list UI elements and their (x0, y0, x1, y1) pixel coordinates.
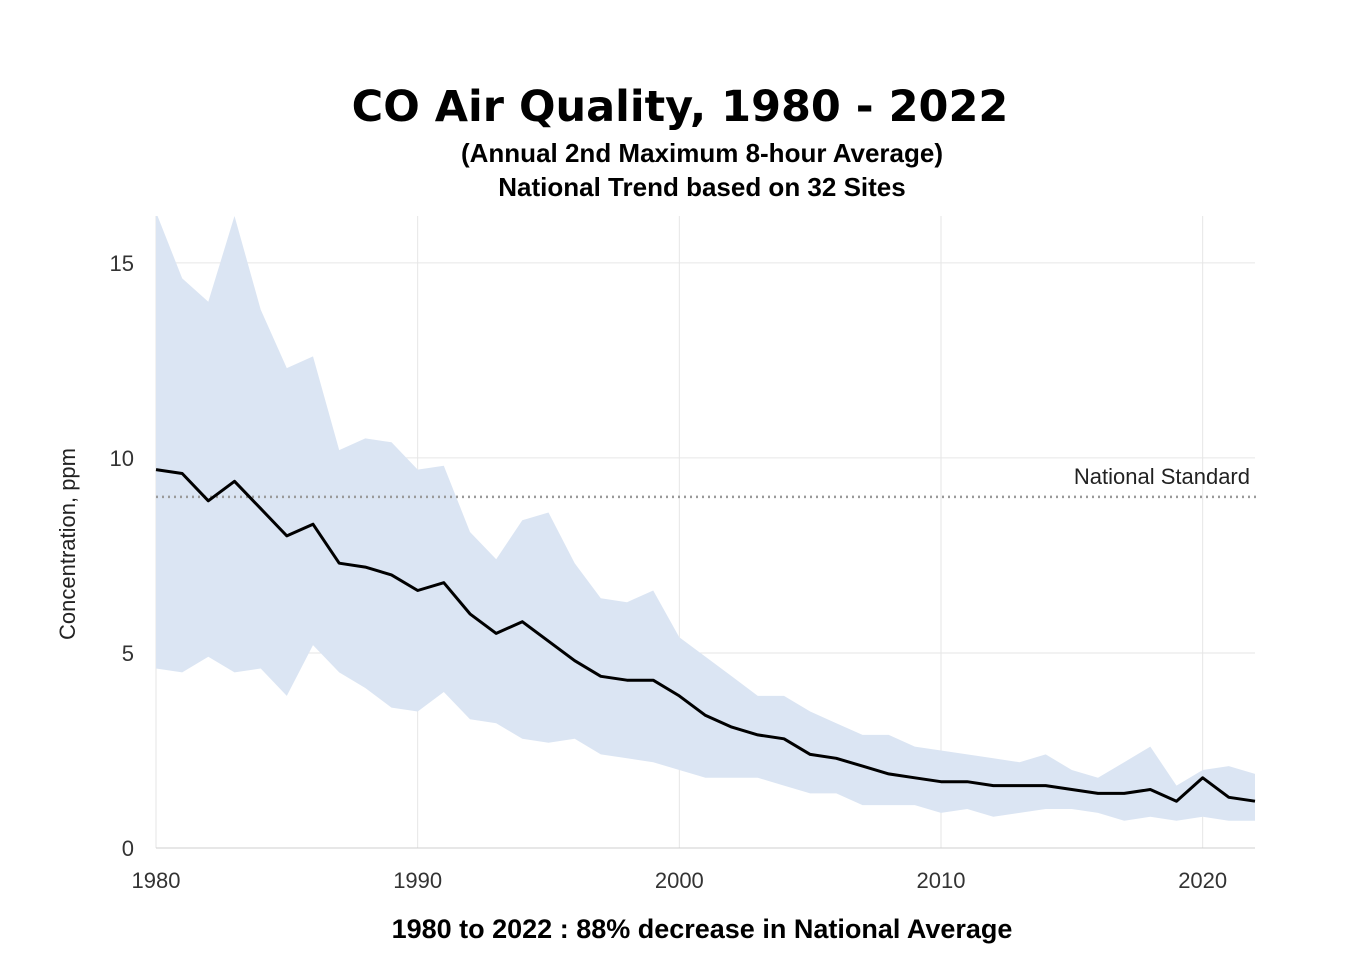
y-tick-label-10: 10 (110, 446, 134, 471)
x-tick-label-1990: 1990 (393, 868, 442, 893)
x-tick-label-2000: 2000 (655, 868, 704, 893)
x-tick-label-2010: 2010 (917, 868, 966, 893)
x-tick-label-1980: 1980 (132, 868, 181, 893)
national-average-line (155, 468, 1256, 803)
national-standard-label: National Standard (1074, 464, 1250, 489)
y-tick-label-15: 15 (110, 251, 134, 276)
y-tick-label-5: 5 (122, 641, 134, 666)
chart-subtitle-line-2: National Trend based on 32 Sites (498, 172, 906, 202)
chart-footer-note: 1980 to 2022 : 88% decrease in National … (391, 914, 1013, 944)
chart-subtitle-line-1: (Annual 2nd Maximum 8-hour Average) (460, 138, 944, 168)
x-tick-label-2020: 2020 (1178, 868, 1227, 893)
y-axis-label: Concentration, ppm (55, 448, 80, 640)
y-tick-label-0: 0 (122, 836, 134, 861)
range-band (156, 216, 1255, 821)
chart-title: CO Air Quality, 1980 - 2022 (351, 82, 1009, 132)
